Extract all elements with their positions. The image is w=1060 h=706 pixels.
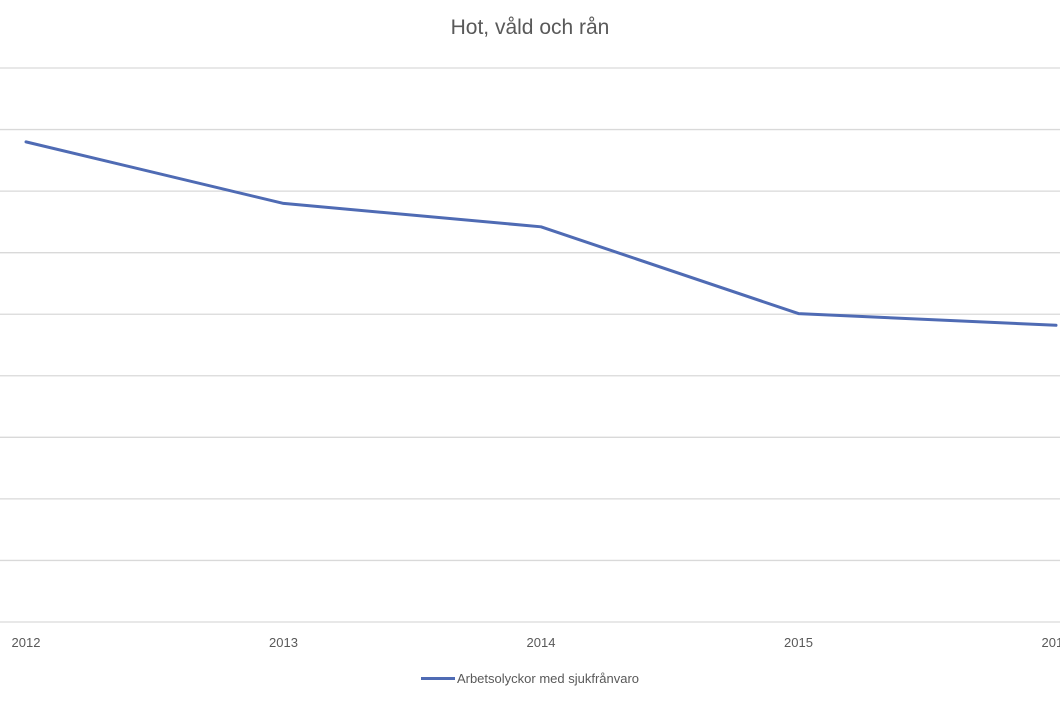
- x-tick-label: 2014: [527, 635, 556, 650]
- legend-label: Arbetsolyckor med sjukfrånvaro: [456, 670, 640, 686]
- legend-swatch: [420, 676, 455, 680]
- x-tick-label: 2016: [1042, 635, 1060, 650]
- x-tick-label: 2015: [784, 635, 813, 650]
- x-tick-label: 2013: [269, 635, 298, 650]
- chart-title: Hot, våld och rån: [450, 16, 610, 39]
- x-axis-ticks: 2012 2013 2014 2015 2016: [12, 635, 1060, 650]
- series-line: [24, 140, 1058, 327]
- gridlines: [0, 67, 1060, 623]
- series-lines: [24, 140, 1058, 327]
- legend: Arbetsolyckor med sjukfrånvaro: [0, 668, 1060, 688]
- x-tick-label: 2012: [12, 635, 41, 650]
